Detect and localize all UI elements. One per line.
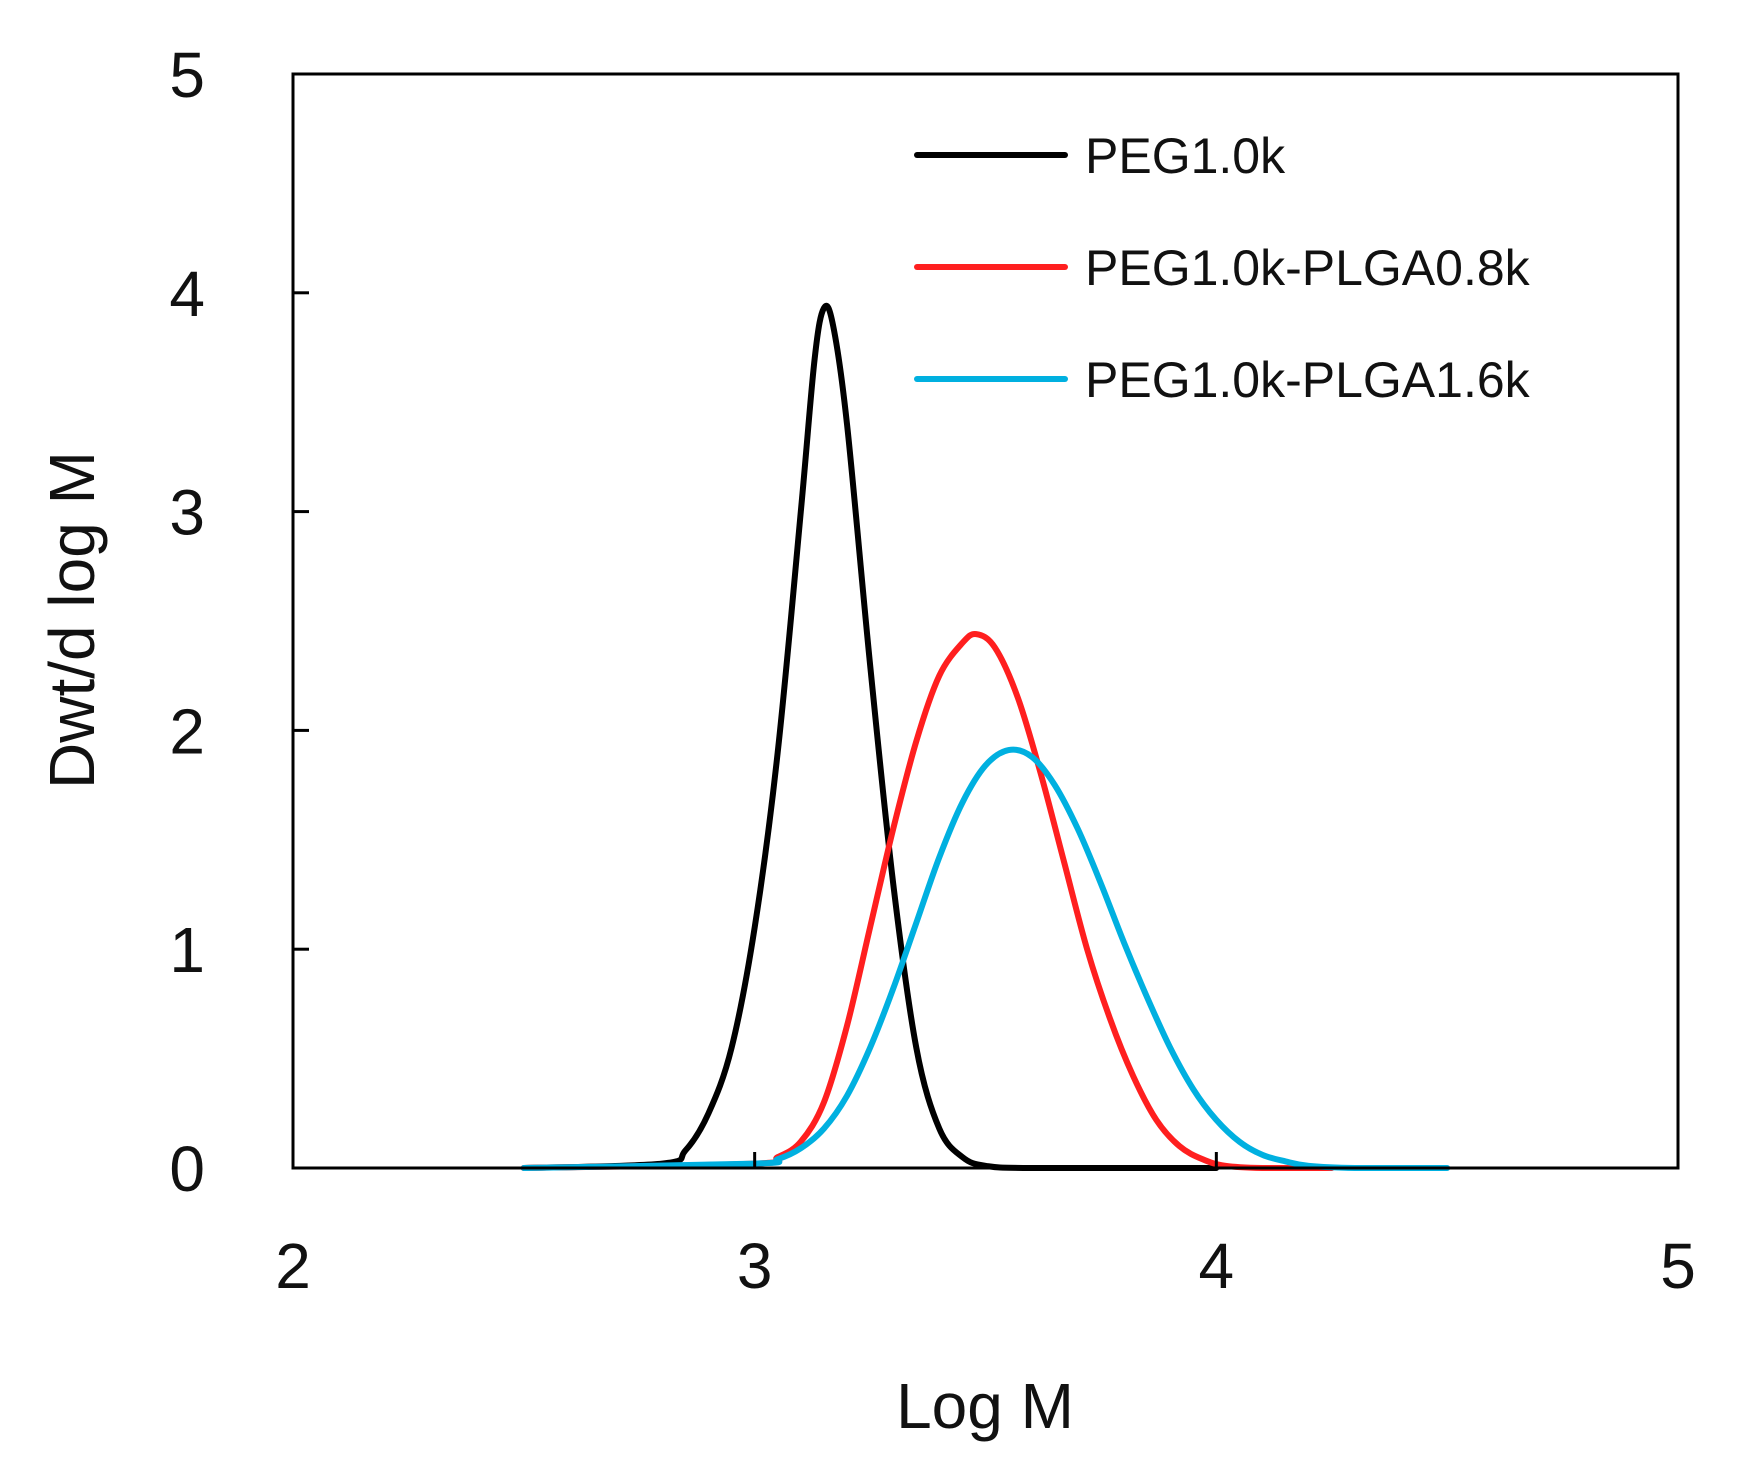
- y-tick-label: 4: [169, 258, 205, 330]
- y-tick-label: 2: [169, 695, 205, 767]
- x-tick-label: 5: [1660, 1230, 1696, 1302]
- series-line-1: [524, 306, 1217, 1168]
- series-line-3: [524, 750, 1447, 1168]
- legend-item[interactable]: PEG1.0k-PLGA0.8k: [917, 240, 1531, 296]
- gpc-distribution-chart: 012345 2345 Log M Dwt/d log M PEG1.0kPEG…: [0, 0, 1749, 1478]
- plot-frame: [293, 74, 1678, 1168]
- legend-item[interactable]: PEG1.0k-PLGA1.6k: [917, 352, 1531, 408]
- y-tick-label: 1: [169, 914, 205, 986]
- y-tick-label: 0: [169, 1133, 205, 1205]
- y-axis: 0 1 2 3 4 5: [169, 39, 309, 1205]
- y-axis-title: Dwt/d log M: [36, 451, 108, 789]
- legend-label: PEG1.0k-PLGA0.8k: [1085, 240, 1531, 296]
- legend-label: PEG1.0k: [1085, 128, 1286, 184]
- y-tick-label: 5: [169, 39, 205, 111]
- x-tick-label: 2: [275, 1230, 311, 1302]
- legend-item[interactable]: PEG1.0k: [917, 128, 1286, 184]
- y-tick-label: 3: [169, 477, 205, 549]
- legend[interactable]: PEG1.0k PEG1.0k-PLGA0.8k PEG1.0k-PLGA1.6k: [917, 128, 1531, 408]
- legend-label: PEG1.0k-PLGA1.6k: [1085, 352, 1531, 408]
- x-tick-label: 3: [737, 1230, 773, 1302]
- x-axis: 2 3 4 5: [275, 1152, 1696, 1302]
- x-tick-label: 4: [1199, 1230, 1235, 1302]
- x-axis-title: Log M: [896, 1370, 1074, 1442]
- series-curves: [524, 306, 1447, 1168]
